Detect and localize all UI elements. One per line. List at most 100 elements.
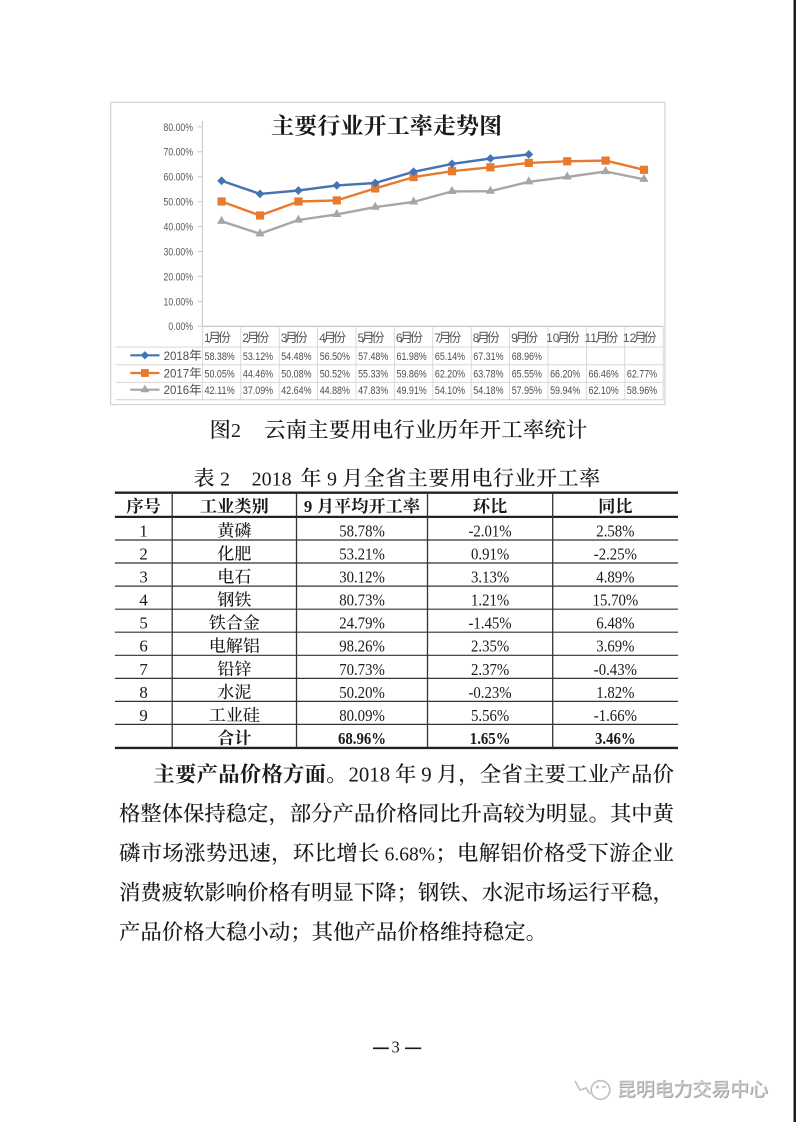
svg-text:53.21%: 53.21% [339, 545, 385, 564]
svg-text:2016: 2016 [164, 385, 190, 397]
svg-text:9: 9 [304, 497, 312, 516]
svg-text:68.96%: 68.96% [338, 729, 386, 748]
svg-text:3: 3 [392, 1037, 400, 1056]
svg-text:15.70%: 15.70% [593, 591, 639, 610]
svg-text:24.79%: 24.79% [339, 614, 385, 633]
svg-text:4: 4 [319, 331, 326, 345]
svg-text:5.56%: 5.56% [471, 706, 509, 725]
svg-text:98.26%: 98.26% [339, 637, 385, 656]
svg-text:70.73%: 70.73% [339, 660, 385, 679]
svg-text:2018: 2018 [349, 764, 391, 787]
svg-text:60.00%: 60.00% [164, 172, 194, 184]
svg-text:20.00%: 20.00% [164, 271, 194, 283]
svg-text:59.94%: 59.94% [550, 385, 580, 397]
svg-text:30.12%: 30.12% [339, 568, 385, 587]
svg-text:3.46%: 3.46% [595, 729, 636, 748]
svg-text:6.48%: 6.48% [596, 614, 634, 633]
svg-text:2: 2 [242, 331, 249, 345]
svg-text:62.77%: 62.77% [627, 369, 657, 381]
svg-text:50.20%: 50.20% [339, 683, 385, 702]
svg-text:58.38%: 58.38% [205, 351, 235, 363]
svg-text:2: 2 [139, 545, 147, 564]
svg-text:1: 1 [204, 331, 211, 345]
svg-text:1.21%: 1.21% [471, 591, 509, 610]
svg-text:2017: 2017 [164, 369, 190, 381]
svg-text:-1.45%: -1.45% [469, 614, 512, 633]
svg-text:49.91%: 49.91% [397, 385, 427, 397]
svg-text:37.09%: 37.09% [243, 385, 273, 397]
svg-text:0.91%: 0.91% [471, 545, 509, 564]
svg-text:53.12%: 53.12% [243, 351, 273, 363]
svg-text:-0.23%: -0.23% [469, 683, 512, 702]
svg-text:5: 5 [139, 614, 147, 633]
svg-text:57.48%: 57.48% [358, 351, 388, 363]
svg-text:65.14%: 65.14% [435, 351, 465, 363]
svg-text:59.86%: 59.86% [397, 369, 427, 381]
svg-text:54.18%: 54.18% [473, 385, 503, 397]
svg-text:9: 9 [327, 468, 337, 490]
svg-text:80.09%: 80.09% [339, 706, 385, 725]
svg-text:47.83%: 47.83% [358, 385, 388, 397]
svg-text:2018: 2018 [164, 351, 190, 363]
svg-text:6: 6 [396, 331, 403, 345]
svg-text:67.31%: 67.31% [473, 351, 503, 363]
svg-text:58.96%: 58.96% [627, 385, 657, 397]
svg-text:68.96%: 68.96% [512, 351, 542, 363]
svg-text:62.20%: 62.20% [435, 369, 465, 381]
svg-text:2: 2 [220, 468, 230, 490]
svg-text:6: 6 [139, 637, 147, 656]
svg-text:9: 9 [421, 764, 431, 787]
svg-text:3.13%: 3.13% [471, 568, 509, 587]
svg-text:10: 10 [546, 331, 560, 345]
svg-text:50.00%: 50.00% [164, 197, 194, 209]
svg-text:50.05%: 50.05% [205, 369, 235, 381]
svg-text:57.95%: 57.95% [512, 385, 542, 397]
svg-text:4: 4 [139, 591, 148, 610]
svg-text:8: 8 [473, 331, 480, 345]
svg-text:54.48%: 54.48% [281, 351, 311, 363]
svg-text:44.88%: 44.88% [320, 385, 350, 397]
svg-text:70.00%: 70.00% [164, 147, 194, 159]
svg-text:30.00%: 30.00% [164, 246, 194, 258]
svg-text:-2.01%: -2.01% [469, 521, 512, 540]
svg-text:7: 7 [434, 331, 441, 345]
svg-text:2: 2 [231, 420, 241, 442]
svg-text:5: 5 [358, 331, 365, 345]
svg-text:80.73%: 80.73% [339, 591, 385, 610]
svg-text:65.55%: 65.55% [512, 369, 542, 381]
svg-text:42.11%: 42.11% [205, 385, 235, 397]
svg-text:58.78%: 58.78% [339, 521, 385, 540]
svg-text:2.35%: 2.35% [471, 637, 509, 656]
svg-text:56.50%: 56.50% [320, 351, 350, 363]
svg-text:50.52%: 50.52% [320, 369, 350, 381]
svg-text:1: 1 [139, 521, 147, 540]
svg-text:6.68%: 6.68% [385, 844, 435, 865]
svg-text:-2.25%: -2.25% [594, 545, 637, 564]
svg-text:0.00%: 0.00% [168, 321, 193, 333]
svg-text:2.37%: 2.37% [471, 660, 509, 679]
svg-text:54.10%: 54.10% [435, 385, 465, 397]
svg-text:66.46%: 66.46% [589, 369, 619, 381]
svg-text:7: 7 [139, 660, 147, 679]
svg-text:2.58%: 2.58% [596, 521, 634, 540]
svg-text:9: 9 [139, 706, 147, 725]
svg-text:-0.43%: -0.43% [594, 660, 637, 679]
svg-text:-1.66%: -1.66% [594, 706, 637, 725]
svg-text:3.69%: 3.69% [596, 637, 634, 656]
svg-text:12: 12 [623, 331, 637, 345]
svg-text:3: 3 [281, 331, 288, 345]
svg-text:66.20%: 66.20% [550, 369, 580, 381]
svg-text:50.08%: 50.08% [281, 369, 311, 381]
svg-text:63.78%: 63.78% [473, 369, 503, 381]
svg-text:1.65%: 1.65% [470, 729, 511, 748]
svg-text:10.00%: 10.00% [164, 296, 194, 308]
svg-text:9: 9 [511, 331, 518, 345]
svg-text:11: 11 [585, 331, 598, 345]
svg-text:42.64%: 42.64% [281, 385, 311, 397]
svg-text:4.89%: 4.89% [596, 568, 634, 587]
svg-text:40.00%: 40.00% [164, 222, 194, 234]
svg-text:1.82%: 1.82% [596, 683, 634, 702]
svg-text:44.46%: 44.46% [243, 369, 273, 381]
svg-text:55.33%: 55.33% [358, 369, 388, 381]
svg-text:2018: 2018 [252, 468, 292, 490]
